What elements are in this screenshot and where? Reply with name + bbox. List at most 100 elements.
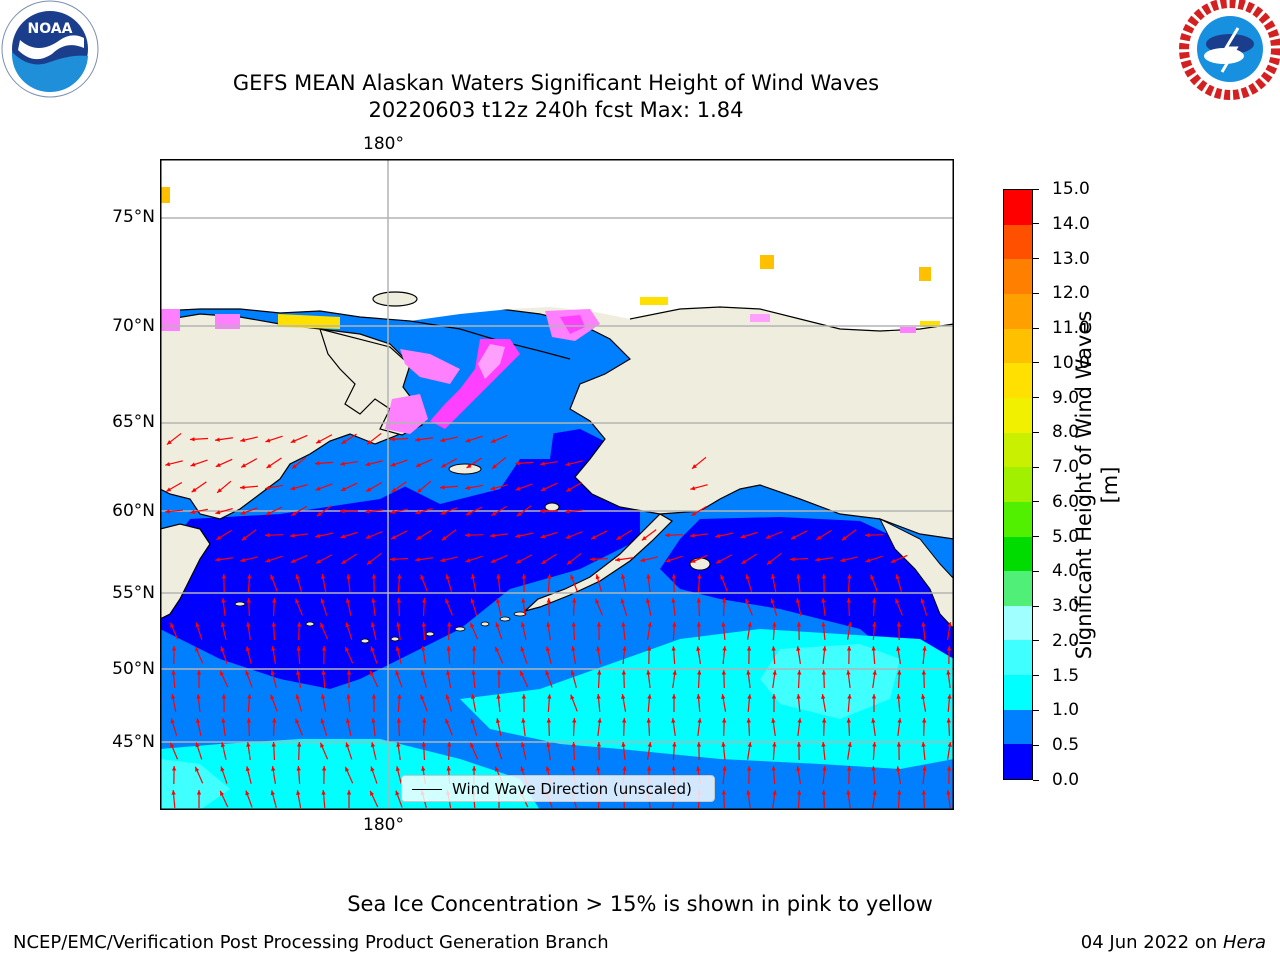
wave-vector-head (492, 464, 497, 469)
wave-vector-head (246, 622, 251, 627)
wave-vector-head (395, 790, 400, 796)
wave-vector-head (397, 574, 402, 579)
wave-vector-head (495, 598, 501, 604)
wave-vector-head (745, 598, 750, 604)
wave-vector-head (647, 742, 652, 747)
wave-vector-head (345, 766, 350, 772)
wave-vector-head (422, 598, 427, 603)
lat-label-55: 55°N (112, 583, 155, 603)
wave-vector-head (266, 463, 272, 469)
wave-vector-head (346, 574, 351, 579)
wave-vector-head (520, 766, 525, 772)
wave-vector-head (220, 646, 225, 652)
wave-vector-head (471, 766, 477, 771)
wave-vector-head (897, 670, 902, 675)
wave-vector-head (390, 557, 395, 562)
wave-vector-head (296, 670, 301, 675)
wave-vector-head (371, 574, 377, 579)
colorbar-tick-label: 12.0 (1052, 283, 1090, 304)
wave-vector-head (395, 766, 401, 772)
wave-vector-head (346, 670, 352, 675)
wave-vector-head (896, 742, 902, 747)
colorbar-segment (1004, 675, 1032, 710)
wave-vector-head (245, 646, 251, 652)
footer-credit: NCEP/EMC/Verification Post Processing Pr… (13, 932, 609, 953)
wave-vector-head (646, 766, 652, 771)
wave-vector-head (296, 742, 302, 747)
wave-vector-head (722, 646, 727, 651)
wave-vector-head (716, 559, 722, 564)
wave-vector-head (196, 694, 201, 699)
wave-vector-head (596, 622, 602, 627)
wave-vector-head (547, 694, 552, 699)
wave-vector-head (495, 622, 500, 628)
wave-vector-head (490, 438, 496, 443)
wave-vector-head (897, 790, 902, 795)
wave-vector-head (465, 558, 471, 563)
wave-vector-head (715, 533, 721, 539)
wave-vector-head (720, 574, 725, 580)
wave-vector-head (797, 790, 802, 795)
wave-vector-head (946, 790, 951, 795)
colorbar-segment (1004, 536, 1032, 572)
wave-vector-head (321, 694, 326, 699)
wave-vector-head (615, 557, 620, 562)
wave-vector-head (646, 646, 652, 651)
wave-vector-head (570, 574, 575, 580)
wave-vector-head (772, 622, 777, 627)
wave-vector-head (296, 646, 301, 651)
wave-vector-head (521, 718, 526, 723)
colorbar-tick-label: 5.0 (1052, 526, 1080, 547)
colorbar-segment (1004, 328, 1032, 364)
wave-vector-head (696, 646, 701, 651)
wave-vector-head (495, 766, 500, 772)
colorbar-tick-mark (1033, 362, 1039, 364)
colorbar-tick-label: 4.0 (1052, 561, 1080, 582)
wind-wave-vectors (164, 432, 952, 809)
colorbar-tick-mark (1033, 605, 1039, 607)
chart-title-line1: GEFS MEAN Alaskan Waters Significant Hei… (232, 71, 880, 95)
wave-vector-head (321, 646, 327, 651)
colorbar-segment (1004, 224, 1032, 260)
colorbar-segment (1004, 363, 1032, 398)
wave-vector-head (872, 598, 877, 603)
footer-host: Hera (1222, 932, 1266, 953)
wave-vector-head (896, 646, 901, 651)
wave-vector-head (815, 557, 820, 562)
wave-vector-head (871, 766, 876, 771)
wave-region-mid-bering (390, 424, 520, 504)
wave-vector-head (595, 574, 600, 580)
wave-vector-head (947, 742, 952, 747)
wave-vector-head (797, 718, 802, 723)
wave-vector-head (790, 557, 795, 562)
colorbar-tick-label: 14.0 (1052, 213, 1090, 234)
colorbar-segment (1004, 397, 1032, 433)
wave-vector-head (890, 558, 896, 563)
chart-title-line2: 20220603 t12z 240h fcst Max: 1.84 (368, 98, 744, 122)
wave-vector-head (596, 742, 602, 747)
wave-vector-head (516, 511, 522, 517)
wave-vector-head (340, 534, 346, 539)
wave-vector-head (320, 622, 325, 628)
wave-vector-head (746, 766, 752, 771)
wave-vector-head (740, 534, 746, 539)
wave-vector-head (321, 766, 327, 771)
wave-vector-head (521, 598, 526, 603)
wave-vector-head (870, 574, 875, 580)
wave-vector-head (865, 558, 871, 563)
wave-vector-head (390, 509, 395, 514)
wave-vector-head (190, 437, 195, 442)
wave-vector-head (545, 670, 550, 676)
wave-vector-head (947, 694, 952, 699)
wave-vector-head (570, 670, 575, 676)
wave-vector-head (420, 574, 425, 580)
wave-vector-head (246, 598, 252, 603)
wave-vector-head (545, 766, 551, 772)
wave-vector-head (470, 622, 475, 628)
wave-vector-head (540, 461, 545, 466)
colorbar-tick-label: 0.0 (1052, 770, 1080, 790)
wave-vector-head (171, 790, 176, 795)
wave-vector-head (520, 622, 526, 628)
colorbar-tick-label: 0.5 (1052, 735, 1080, 756)
wave-vector-head (271, 766, 276, 771)
